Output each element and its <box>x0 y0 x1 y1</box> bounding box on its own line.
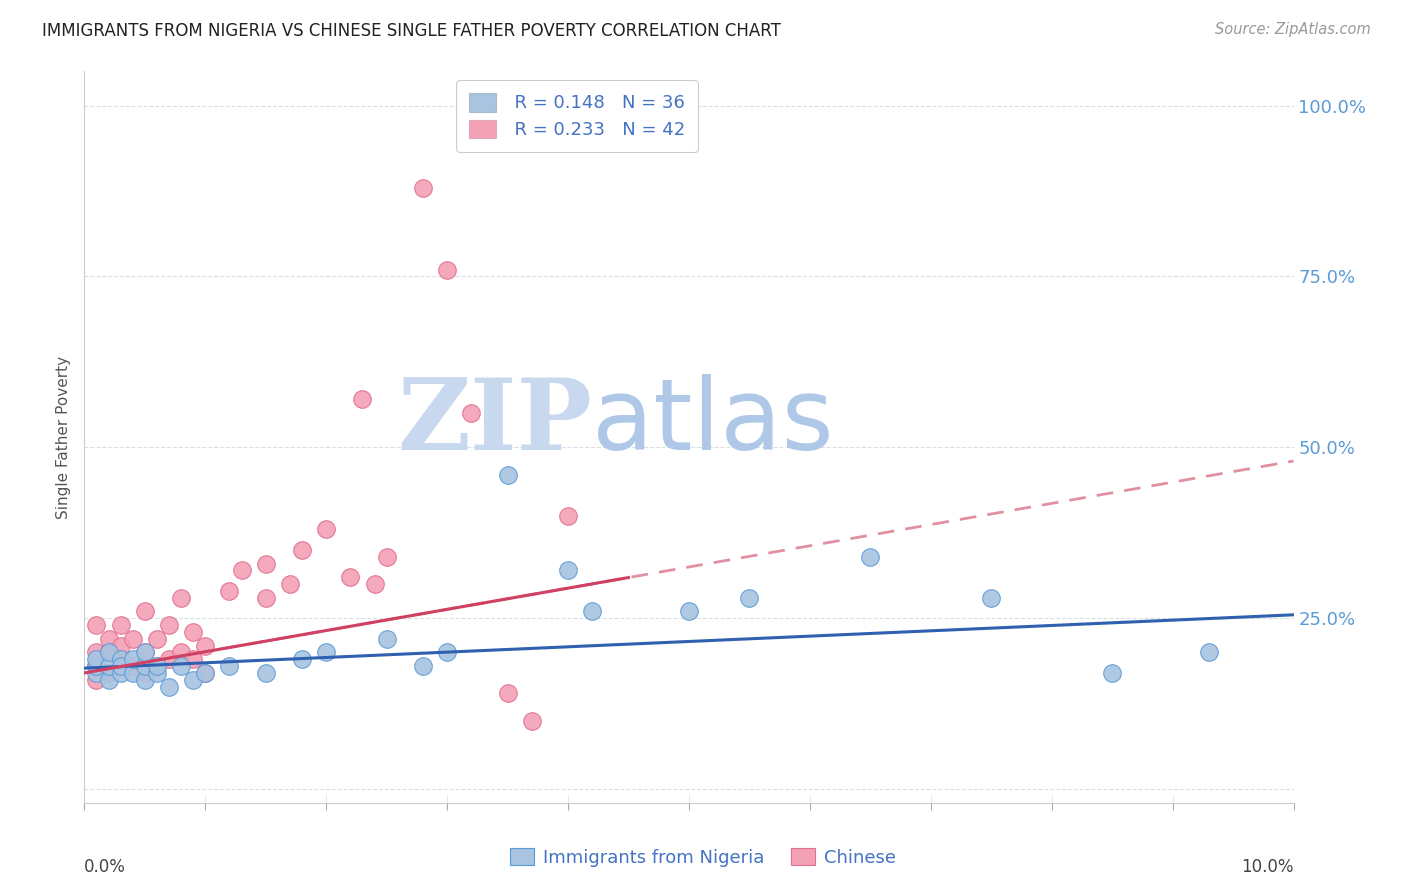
Point <box>375 549 398 564</box>
Point <box>110 652 132 666</box>
Point <box>170 659 193 673</box>
Point <box>121 632 143 646</box>
Point <box>363 577 385 591</box>
Point <box>1198 645 1220 659</box>
Point <box>436 262 458 277</box>
Point <box>194 639 217 653</box>
Point <box>157 652 180 666</box>
Legend: Immigrants from Nigeria, Chinese: Immigrants from Nigeria, Chinese <box>503 841 903 874</box>
Text: atlas: atlas <box>592 374 834 471</box>
Point <box>146 659 169 673</box>
Point <box>97 665 120 680</box>
Point <box>254 665 277 680</box>
Point <box>352 392 374 407</box>
Point <box>134 604 156 618</box>
Point <box>496 686 519 700</box>
Point <box>146 659 169 673</box>
Point <box>110 659 132 673</box>
Point <box>110 652 132 666</box>
Text: 10.0%: 10.0% <box>1241 858 1294 876</box>
Point <box>97 645 120 659</box>
Point <box>460 406 482 420</box>
Text: ZIP: ZIP <box>398 374 592 471</box>
Point <box>86 652 108 666</box>
Point <box>134 659 156 673</box>
Text: 0.0%: 0.0% <box>84 858 127 876</box>
Point <box>254 557 277 571</box>
Point <box>291 542 314 557</box>
Point <box>218 659 240 673</box>
Text: IMMIGRANTS FROM NIGERIA VS CHINESE SINGLE FATHER POVERTY CORRELATION CHART: IMMIGRANTS FROM NIGERIA VS CHINESE SINGL… <box>42 22 782 40</box>
Point <box>496 467 519 482</box>
Point <box>339 570 361 584</box>
Point <box>146 665 169 680</box>
Point <box>859 549 882 564</box>
Point <box>557 563 579 577</box>
Point <box>157 680 180 694</box>
Point <box>86 618 108 632</box>
Point <box>315 645 337 659</box>
Point <box>194 665 217 680</box>
Point <box>97 659 120 673</box>
Point <box>581 604 603 618</box>
Point <box>278 577 301 591</box>
Point <box>218 583 240 598</box>
Point <box>134 665 156 680</box>
Point <box>170 645 193 659</box>
Point <box>86 673 108 687</box>
Point <box>436 645 458 659</box>
Point <box>97 645 120 659</box>
Point <box>557 508 579 523</box>
Point <box>86 645 108 659</box>
Point <box>134 645 156 659</box>
Point <box>157 618 180 632</box>
Point <box>254 591 277 605</box>
Point <box>121 652 143 666</box>
Point <box>134 673 156 687</box>
Point <box>86 659 108 673</box>
Y-axis label: Single Father Poverty: Single Father Poverty <box>56 356 72 518</box>
Point <box>194 665 217 680</box>
Point <box>121 659 143 673</box>
Point <box>146 632 169 646</box>
Point <box>86 665 108 680</box>
Point <box>110 665 132 680</box>
Point <box>412 659 434 673</box>
Point <box>110 618 132 632</box>
Point <box>86 659 108 673</box>
Point <box>121 665 143 680</box>
Point <box>134 645 156 659</box>
Point <box>678 604 700 618</box>
Point <box>738 591 761 605</box>
Legend:   R = 0.148   N = 36,   R = 0.233   N = 42: R = 0.148 N = 36, R = 0.233 N = 42 <box>456 80 697 152</box>
Point <box>231 563 253 577</box>
Point <box>110 639 132 653</box>
Point <box>375 632 398 646</box>
Point <box>181 624 204 639</box>
Point <box>181 652 204 666</box>
Point <box>520 714 543 728</box>
Point <box>412 180 434 194</box>
Point <box>291 652 314 666</box>
Point <box>1101 665 1123 680</box>
Text: Source: ZipAtlas.com: Source: ZipAtlas.com <box>1215 22 1371 37</box>
Point <box>181 673 204 687</box>
Point <box>170 591 193 605</box>
Point <box>315 522 337 536</box>
Point <box>97 673 120 687</box>
Point <box>980 591 1002 605</box>
Point <box>97 632 120 646</box>
